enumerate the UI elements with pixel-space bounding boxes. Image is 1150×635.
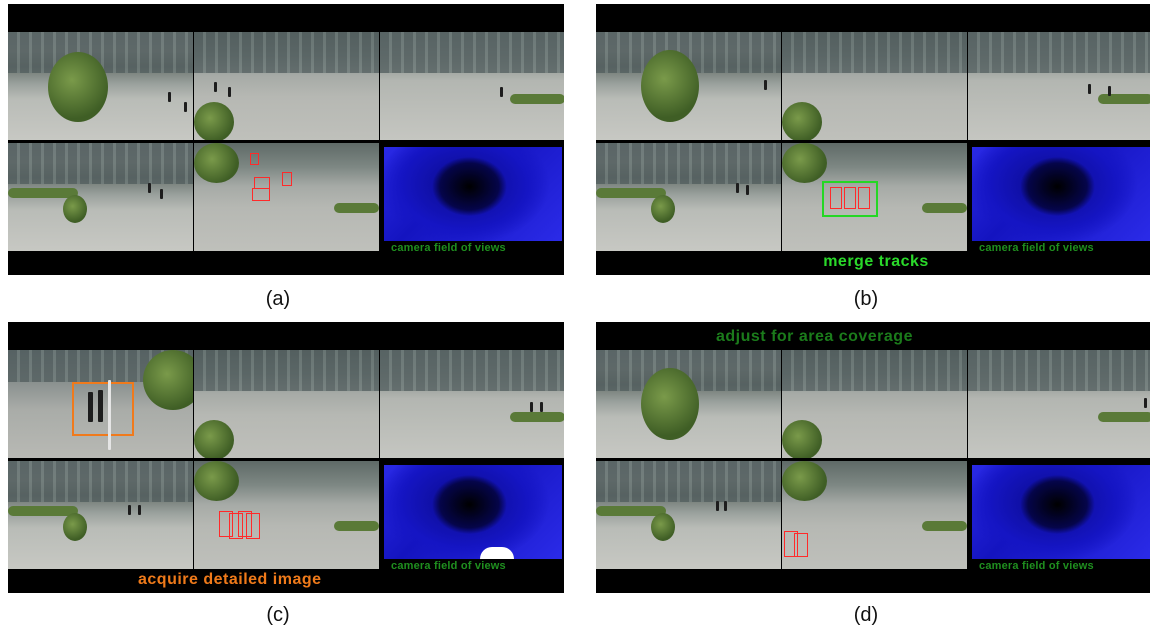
fov-coverage-map — [384, 147, 562, 241]
track-box — [794, 533, 808, 557]
tree — [48, 52, 108, 122]
lamp-pole — [108, 380, 111, 450]
panel-label-a: (a) — [265, 288, 291, 310]
camera-view-2 — [194, 32, 379, 140]
panel-label-d: (d) — [853, 604, 879, 626]
camera-view-2 — [782, 350, 967, 458]
panel-caption: acquire detailed image — [138, 571, 322, 588]
camera-view-3 — [968, 32, 1150, 140]
camera-view-3 — [968, 350, 1150, 458]
panel-caption: merge tracks — [823, 253, 929, 270]
surveillance-panel-c: camera field of views acquire detailed i… — [8, 322, 564, 593]
panel-label-b: (b) — [853, 288, 879, 310]
track-box — [238, 511, 252, 537]
camera-view-3 — [380, 350, 564, 458]
camera-view-1 — [596, 350, 781, 458]
track-box — [252, 188, 270, 201]
camera-view-4 — [8, 461, 193, 569]
merged-track-box — [822, 181, 878, 217]
surveillance-panel-a: camera field of views — [8, 4, 564, 275]
surveillance-panel-d: adjust for area coverage camera field of… — [596, 322, 1150, 593]
panel-label-c: (c) — [266, 604, 290, 626]
track-box — [844, 187, 856, 209]
track-box — [219, 511, 233, 537]
camera-view-1-zoomed — [8, 350, 193, 458]
track-box — [282, 172, 292, 186]
camera-view-1 — [8, 32, 193, 140]
camera-view-4 — [596, 143, 781, 251]
camera-view-1 — [596, 32, 781, 140]
track-box — [858, 187, 870, 209]
camera-view-2 — [194, 350, 379, 458]
surveillance-panel-b: camera field of views merge tracks — [596, 4, 1150, 275]
panel-caption: adjust for area coverage — [716, 328, 913, 345]
fov-highlight — [480, 547, 514, 559]
fov-coverage-map — [972, 465, 1150, 559]
track-box — [246, 513, 260, 539]
fov-coverage-map — [384, 465, 562, 559]
track-box — [784, 531, 798, 557]
track-box — [250, 153, 259, 165]
fov-map-label: camera field of views — [979, 560, 1094, 572]
camera-view-4 — [8, 143, 193, 251]
detail-target-box — [72, 382, 134, 436]
camera-view-5 — [782, 461, 967, 569]
camera-view-5 — [782, 143, 967, 251]
fov-map-label: camera field of views — [391, 242, 506, 254]
camera-view-4 — [596, 461, 781, 569]
fov-coverage-map — [972, 147, 1150, 241]
fov-map-label: camera field of views — [391, 560, 506, 572]
camera-view-5 — [194, 461, 379, 569]
track-box — [229, 513, 243, 539]
fov-map-label: camera field of views — [979, 242, 1094, 254]
camera-view-2 — [782, 32, 967, 140]
camera-view-5 — [194, 143, 379, 251]
track-box — [830, 187, 842, 209]
camera-view-3 — [380, 32, 564, 140]
